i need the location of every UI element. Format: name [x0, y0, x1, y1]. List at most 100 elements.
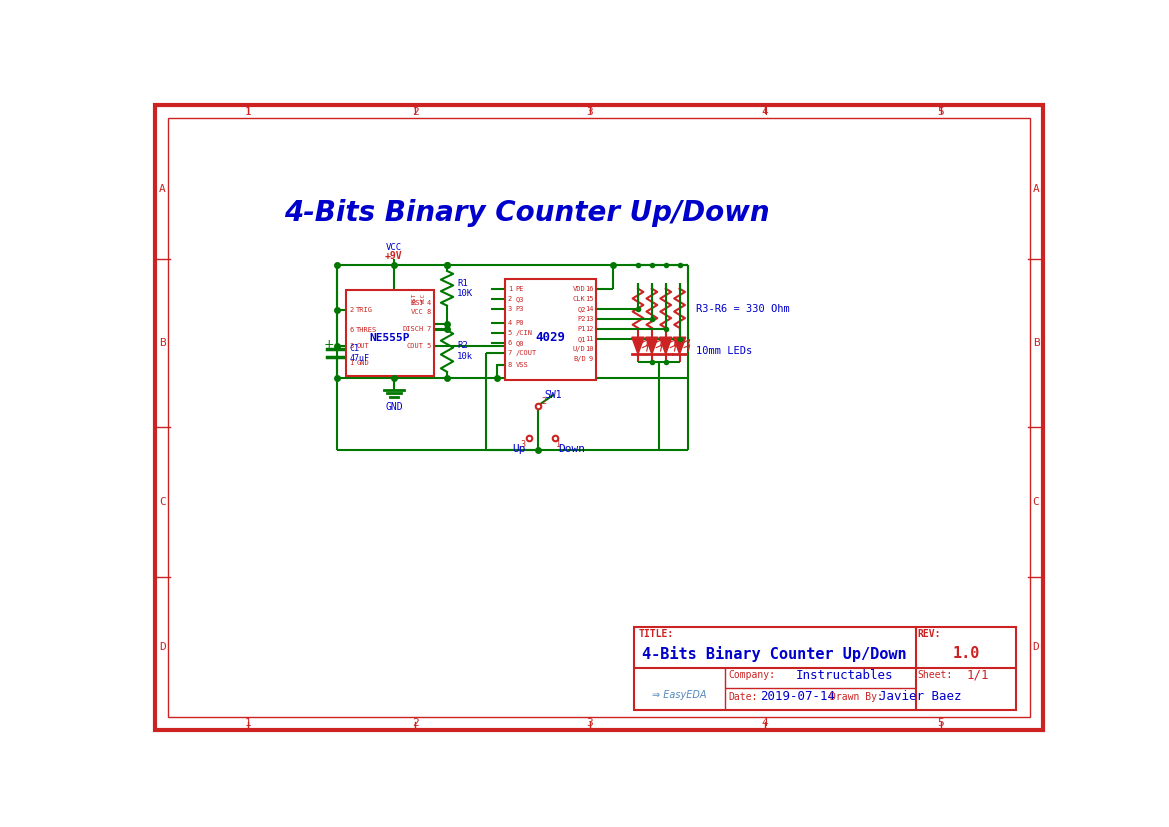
Text: 2: 2	[411, 108, 419, 117]
Text: 1: 1	[350, 361, 353, 366]
Text: NE555P: NE555P	[369, 333, 410, 343]
Text: OUT: OUT	[357, 343, 369, 350]
Bar	[346, 290, 434, 376]
Text: 5: 5	[427, 343, 431, 350]
Text: 4-Bits Binary Counter Up/Down: 4-Bits Binary Counter Up/Down	[284, 199, 769, 227]
Text: R2
10k: R2 10k	[457, 342, 473, 361]
Text: 16: 16	[584, 285, 594, 292]
Polygon shape	[659, 337, 672, 354]
Text: D: D	[159, 642, 166, 652]
Text: 14: 14	[584, 306, 594, 312]
Text: 6: 6	[350, 327, 353, 333]
Text: 1.0: 1.0	[953, 646, 980, 661]
Text: Q1: Q1	[577, 336, 586, 342]
Text: C: C	[159, 497, 166, 507]
Text: 4: 4	[507, 320, 512, 327]
Text: P0: P0	[516, 320, 524, 327]
Text: 1: 1	[556, 440, 561, 449]
Text: 4: 4	[427, 299, 431, 305]
Text: Q3: Q3	[516, 296, 524, 302]
Text: R3-R6 = 330 Ohm: R3-R6 = 330 Ohm	[696, 304, 789, 313]
Text: 7: 7	[507, 351, 512, 356]
Bar	[505, 279, 596, 380]
Text: Instructables: Instructables	[796, 669, 893, 681]
Text: 1: 1	[244, 108, 251, 117]
Text: VSS: VSS	[516, 362, 528, 368]
Text: VDD: VDD	[573, 285, 586, 292]
Text: THRES: THRES	[357, 327, 378, 333]
Text: 8: 8	[427, 308, 431, 315]
Bar	[634, 628, 1016, 710]
Text: DISCH: DISCH	[402, 326, 424, 332]
Text: VCC: VCC	[386, 243, 402, 252]
Text: 3: 3	[520, 440, 526, 449]
Text: 4-Bits Binary Counter Up/Down: 4-Bits Binary Counter Up/Down	[642, 646, 907, 662]
Text: U/D: U/D	[573, 346, 586, 351]
Text: 13: 13	[584, 316, 594, 322]
Text: A: A	[159, 184, 166, 194]
Text: B: B	[159, 338, 166, 348]
Text: 1/1: 1/1	[966, 669, 989, 681]
Text: 10: 10	[584, 346, 594, 351]
Text: GND: GND	[357, 361, 369, 366]
Text: 2: 2	[507, 296, 512, 302]
Text: 4: 4	[761, 718, 768, 728]
Polygon shape	[631, 337, 644, 354]
Text: COUT: COUT	[407, 343, 424, 350]
Text: CLK: CLK	[573, 296, 586, 302]
Text: 5: 5	[938, 108, 945, 117]
Text: P3: P3	[516, 306, 524, 312]
Text: 3: 3	[350, 343, 353, 350]
Text: RST: RST	[411, 292, 416, 304]
Text: 7: 7	[427, 326, 431, 332]
Text: P1: P1	[577, 326, 586, 332]
Text: 12: 12	[584, 326, 594, 332]
Text: REV:: REV:	[918, 629, 941, 639]
Text: TRIG: TRIG	[357, 307, 373, 313]
Text: TITLE:: TITLE:	[638, 629, 675, 639]
Text: Down: Down	[559, 444, 586, 454]
Text: Q2: Q2	[577, 306, 586, 312]
Text: Javier Baez: Javier Baez	[879, 691, 962, 703]
Text: +: +	[323, 337, 334, 351]
Text: /CIN: /CIN	[516, 330, 533, 337]
Text: A: A	[1032, 184, 1039, 194]
Text: 3: 3	[587, 718, 593, 728]
Polygon shape	[673, 337, 686, 354]
Text: 8: 8	[507, 362, 512, 368]
Text: 15: 15	[584, 296, 594, 302]
Text: R1
10K: R1 10K	[457, 279, 473, 298]
Text: Drawn By:: Drawn By:	[830, 691, 884, 702]
Text: 4: 4	[761, 108, 768, 117]
Text: Date:: Date:	[728, 691, 758, 702]
Text: 2: 2	[541, 397, 547, 406]
Text: PE: PE	[516, 285, 524, 292]
Text: /COUT: /COUT	[516, 351, 537, 356]
Text: Up: Up	[513, 444, 526, 454]
Text: GND: GND	[385, 402, 402, 412]
Text: ⇒ EasyEDA: ⇒ EasyEDA	[652, 691, 707, 700]
Text: +9V: +9V	[385, 251, 402, 261]
Text: 2: 2	[411, 718, 419, 728]
Text: C: C	[1032, 497, 1039, 507]
Text: Company:: Company:	[728, 670, 775, 680]
Text: Q0: Q0	[516, 341, 524, 347]
Text: 2: 2	[350, 307, 353, 313]
Text: P2: P2	[577, 316, 586, 322]
Text: D: D	[1032, 642, 1039, 652]
Text: 6: 6	[507, 341, 512, 347]
Text: SW1: SW1	[544, 390, 561, 400]
Text: 5: 5	[507, 330, 512, 337]
Text: 11: 11	[584, 336, 594, 342]
Text: 9: 9	[589, 356, 594, 361]
Text: RST: RST	[411, 299, 424, 305]
Text: B: B	[1032, 338, 1039, 348]
Text: 10mm LEDs: 10mm LEDs	[696, 346, 752, 356]
Text: 2019-07-14: 2019-07-14	[760, 691, 835, 703]
Text: C1
47uF: C1 47uF	[350, 344, 369, 363]
Text: VCC: VCC	[421, 292, 426, 304]
Text: 1: 1	[244, 718, 251, 728]
Text: 4029: 4029	[535, 331, 566, 344]
Text: 3: 3	[507, 306, 512, 312]
Polygon shape	[645, 337, 658, 354]
